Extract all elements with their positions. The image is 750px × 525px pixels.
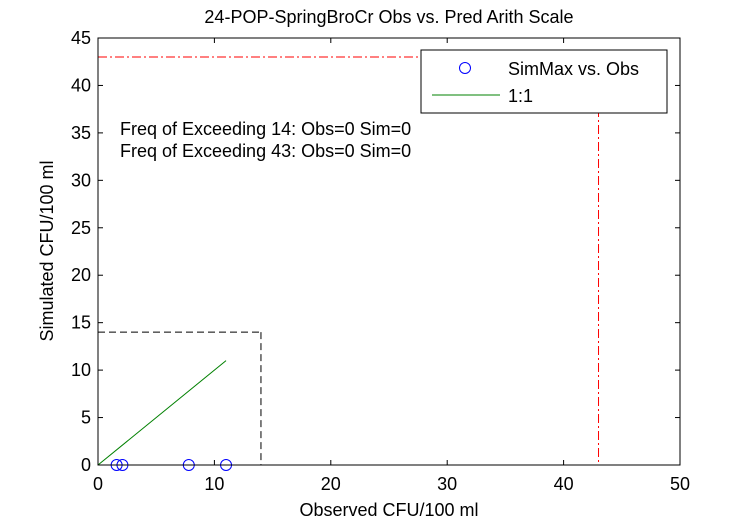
- annotation-exceed-14: Freq of Exceeding 14: Obs=0 Sim=0: [120, 119, 411, 139]
- ticks: 0 10 20 30 40 50 0 5 10 15 20 25 30 35 40 45: [71, 28, 690, 494]
- x-tick-label: 10: [204, 474, 224, 494]
- x-tick-label: 0: [93, 474, 103, 494]
- x-tick-label: 30: [437, 474, 457, 494]
- y-tick-label: 20: [71, 265, 91, 285]
- y-tick-label: 15: [71, 313, 91, 333]
- y-tick-label: 35: [71, 123, 91, 143]
- legend-marker-simmax: [459, 62, 471, 74]
- x-axis-label: Observed CFU/100 ml: [299, 500, 478, 520]
- x-tick-label: 50: [670, 474, 690, 494]
- axes-box: [97, 37, 681, 466]
- x-tick-label: 20: [321, 474, 341, 494]
- y-tick-label: 0: [81, 455, 91, 475]
- legend: SimMax vs. Obs 1:1: [420, 49, 668, 114]
- chart-title: 24-POP-SpringBroCr Obs vs. Pred Arith Sc…: [204, 7, 573, 27]
- legend-label-one-to-one: 1:1: [508, 86, 533, 106]
- y-tick-label: 40: [71, 75, 91, 95]
- x-tick-label: 40: [554, 474, 574, 494]
- legend-label-simmax: SimMax vs. Obs: [508, 59, 639, 79]
- one-to-one-line: [97, 360, 227, 466]
- y-tick-label: 30: [71, 170, 91, 190]
- legend-box: [420, 49, 668, 114]
- y-tick-label: 25: [71, 218, 91, 238]
- y-axis-label: Simulated CFU/100 ml: [37, 160, 57, 341]
- y-tick-label: 5: [81, 408, 91, 428]
- y-tick-label: 10: [71, 360, 91, 380]
- reference-lines: [98, 56, 600, 465]
- annotation-exceed-43: Freq of Exceeding 43: Obs=0 Sim=0: [120, 141, 411, 161]
- y-tick-label: 45: [71, 28, 91, 48]
